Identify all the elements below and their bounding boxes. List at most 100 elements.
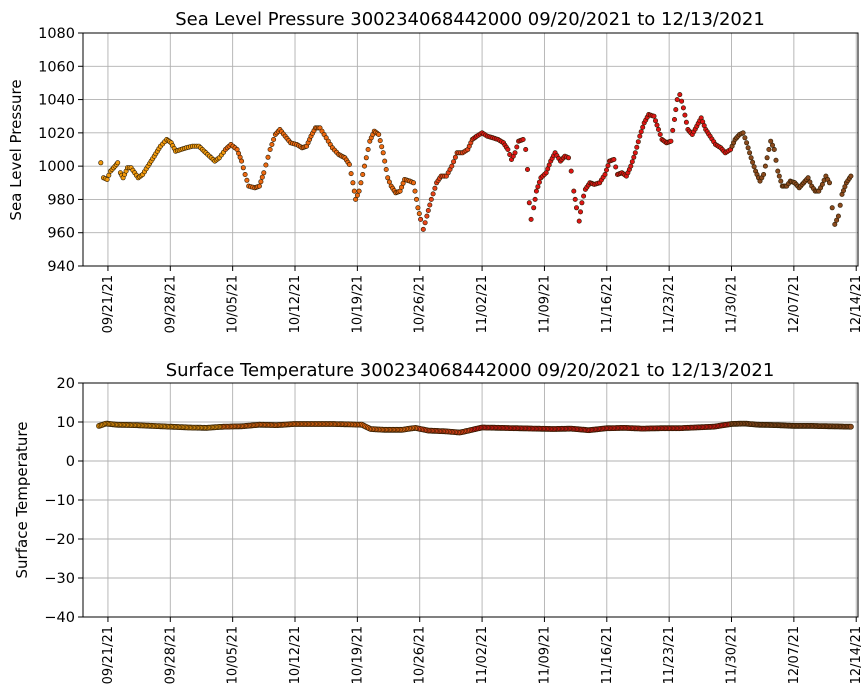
data-point [751, 164, 757, 170]
y-tick-label: 10 [57, 415, 75, 431]
data-point [654, 122, 660, 128]
data-point [740, 130, 746, 136]
data-point [807, 179, 813, 185]
data-point [668, 138, 674, 144]
data-point [269, 142, 275, 148]
data-point [565, 155, 571, 161]
data-point [573, 205, 579, 211]
data-point [242, 172, 248, 178]
data-point [750, 159, 756, 165]
data-point [834, 217, 840, 223]
x-tick-label: 10/19/21 [350, 275, 365, 333]
gridlines [83, 382, 858, 618]
data-point [635, 139, 641, 145]
data-point [514, 144, 520, 150]
sea-level-pressure-chart: Sea Level Pressure 300234068442000 09/20… [7, 9, 864, 333]
data-point [346, 162, 352, 168]
data-point [351, 188, 357, 194]
data-point [413, 196, 419, 202]
data-point [358, 180, 364, 186]
data-point [356, 188, 362, 194]
data-point [571, 188, 577, 194]
data-point [98, 160, 104, 166]
x-tick-label: 11/16/21 [600, 626, 615, 684]
data-point [837, 202, 843, 208]
data-point [520, 137, 526, 143]
x-tick-label: 11/23/21 [662, 626, 677, 684]
data-point [768, 138, 774, 144]
data-point [680, 105, 686, 111]
data-point [572, 196, 578, 202]
data-point [244, 177, 250, 183]
data-points [98, 92, 854, 232]
data-point [240, 165, 246, 171]
x-tick-label: 09/21/21 [101, 626, 116, 684]
data-point [427, 202, 433, 208]
x-tick-label: 12/14/21 [849, 275, 864, 333]
data-point [535, 184, 541, 190]
data-point [762, 163, 768, 169]
data-point [603, 167, 609, 173]
data-point [256, 183, 262, 189]
x-tick-label: 11/09/21 [537, 626, 552, 684]
y-tick-label: −40 [44, 610, 75, 626]
data-point [505, 147, 511, 153]
y-tick-label: 1080 [38, 26, 75, 42]
data-point [674, 97, 680, 103]
axis-ticks: 09/21/21 09/28/21 10/05/21 10/12/21 10/19/21… [38, 26, 864, 333]
x-tick-label: 12/14/21 [849, 626, 864, 684]
data-point [415, 205, 421, 211]
data-point [775, 168, 781, 174]
x-tick-label: 10/05/21 [226, 275, 241, 333]
data-point [115, 160, 121, 166]
data-point [835, 213, 841, 219]
data-point [577, 209, 583, 215]
x-tick-label: 10/19/21 [350, 626, 365, 684]
data-point [348, 171, 354, 177]
data-point [631, 154, 637, 160]
data-point [353, 196, 359, 202]
data-point [361, 163, 367, 169]
data-point [533, 188, 539, 194]
data-point [605, 163, 611, 169]
y-axis-label: Sea Level Pressure [7, 79, 25, 220]
data-point [745, 145, 751, 151]
data-point [771, 147, 777, 153]
data-point [748, 155, 754, 161]
data-point [683, 119, 689, 125]
x-tick-label: 10/12/21 [288, 275, 303, 333]
data-point [379, 144, 385, 150]
data-point [651, 113, 657, 119]
data-point [773, 157, 779, 163]
x-tick-label: 11/23/21 [662, 275, 677, 333]
data-points [96, 420, 854, 436]
y-tick-label: −30 [44, 571, 75, 587]
data-point [778, 178, 784, 184]
data-point [673, 107, 679, 113]
data-point [742, 135, 748, 141]
y-tick-label: 960 [47, 226, 75, 242]
data-point [536, 179, 542, 185]
data-point [829, 205, 835, 211]
y-tick-label: −10 [44, 493, 75, 509]
data-point [424, 213, 430, 219]
data-point [377, 138, 383, 144]
data-point [652, 118, 658, 124]
data-point [769, 142, 775, 148]
data-point [531, 205, 537, 211]
data-point [682, 112, 688, 118]
axis-ticks: 09/21/21 09/28/21 10/05/21 10/12/21 10/19/21… [44, 376, 864, 684]
data-point [671, 117, 677, 123]
data-point [655, 127, 661, 133]
data-point [267, 147, 273, 153]
data-point [365, 147, 371, 153]
data-point [628, 163, 634, 169]
data-point [376, 132, 382, 138]
data-point [761, 172, 767, 178]
data-point [848, 423, 854, 430]
x-tick-label: 11/09/21 [537, 275, 552, 333]
data-point [670, 127, 676, 133]
data-point [104, 177, 110, 183]
data-point [410, 180, 416, 186]
data-point [657, 132, 663, 138]
